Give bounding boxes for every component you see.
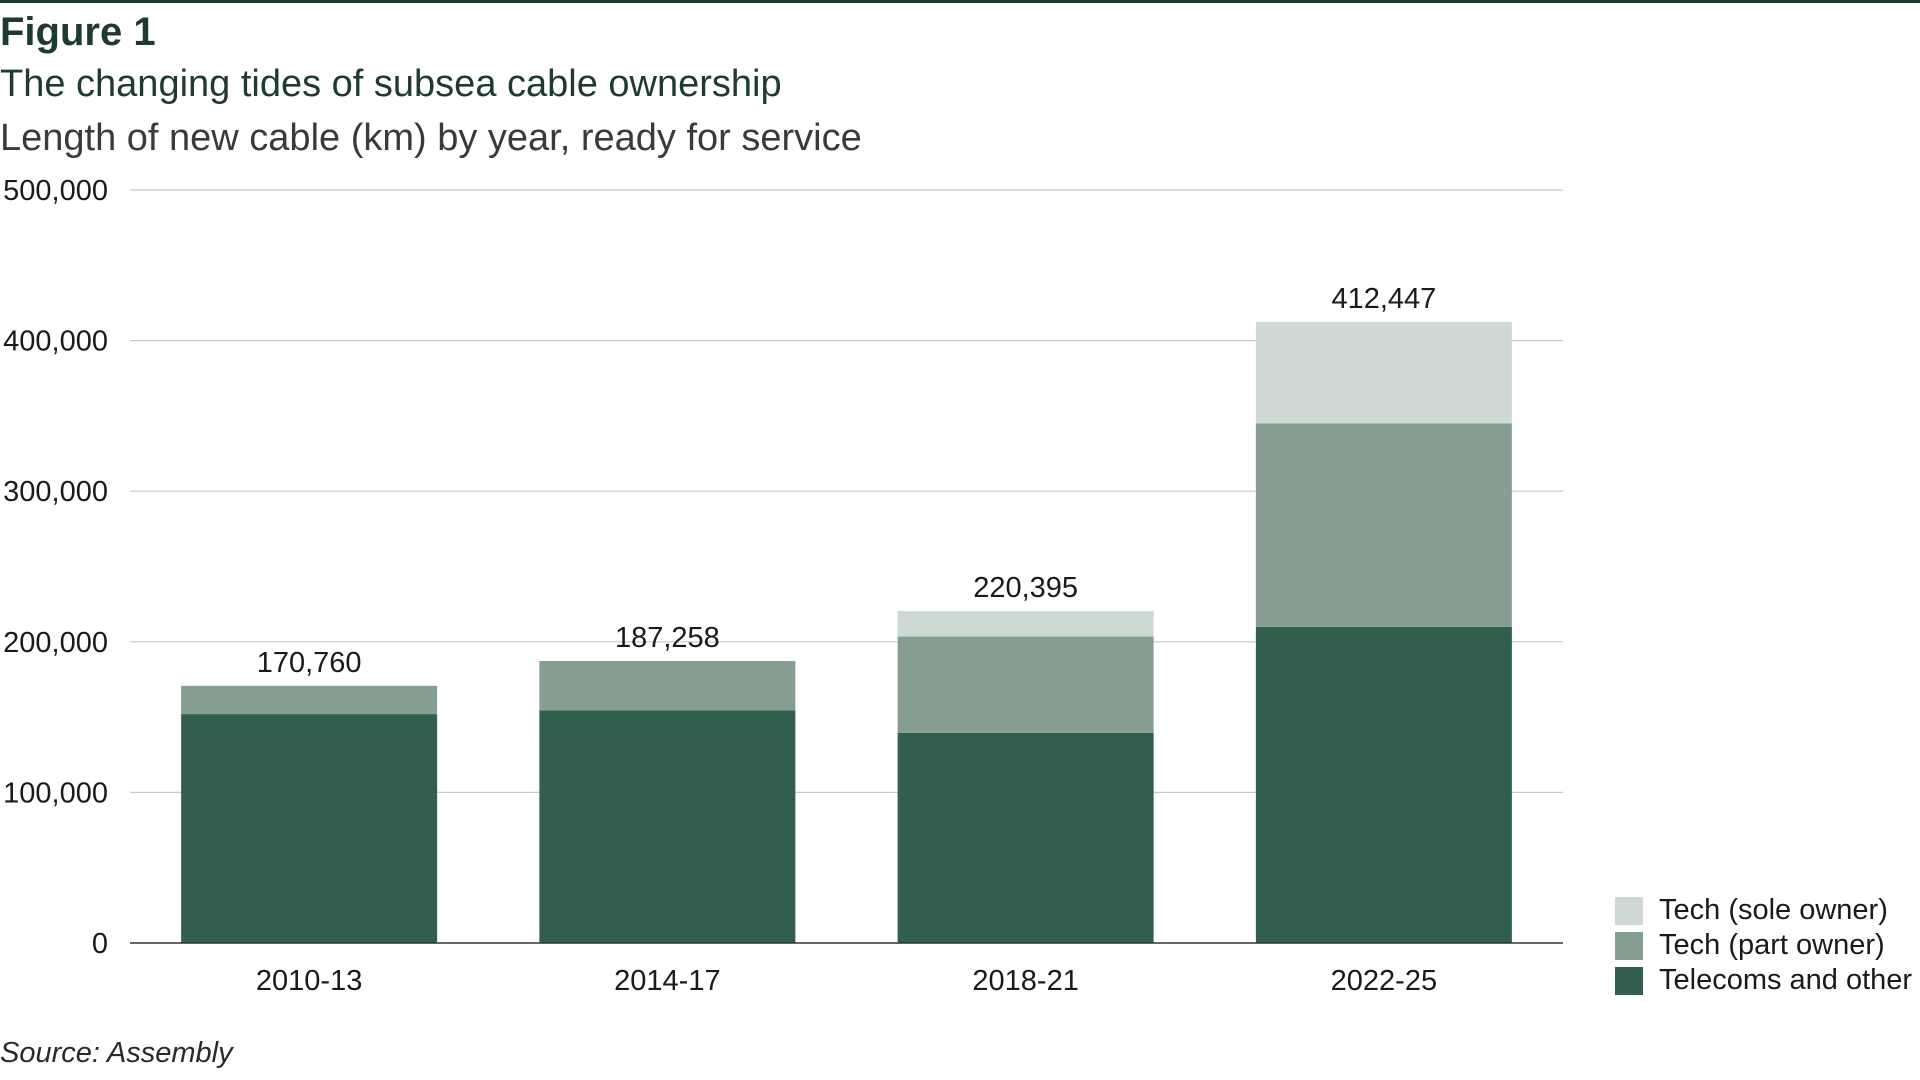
source-note: Source: Assembly <box>0 1037 233 1069</box>
bar-total-label: 220,395 <box>973 572 1078 604</box>
y-tick-label: 300,000 <box>3 476 108 508</box>
bar-total-label: 170,760 <box>257 647 362 679</box>
chart-title: The changing tides of subsea cable owner… <box>0 63 782 105</box>
x-tick-label: 2014-17 <box>614 965 720 997</box>
bar-segment-tech-sole-owner <box>897 611 1154 637</box>
y-tick-label: 100,000 <box>3 777 108 809</box>
legend-item-tech-part-owner: Tech (part owner) <box>1615 928 1912 963</box>
x-tick-label: 2018-21 <box>972 965 1078 997</box>
bar-total-label: 412,447 <box>1331 283 1436 315</box>
bar-segment-telecoms-and-other <box>1255 626 1512 943</box>
x-tick-label: 2022-25 <box>1331 965 1437 997</box>
bar-segment-tech-part-owner <box>181 685 438 715</box>
bar-segment-tech-part-owner <box>897 636 1154 733</box>
y-tick-label: 200,000 <box>3 627 108 659</box>
legend-label: Tech (sole owner) <box>1659 894 1888 926</box>
legend-item-telecoms-and-other: Telecoms and other <box>1615 963 1912 998</box>
legend: Tech (sole owner) Tech (part owner) Tele… <box>1615 893 1912 998</box>
y-tick-label: 400,000 <box>3 326 108 358</box>
x-tick-label: 2010-13 <box>256 965 362 997</box>
bar-total-label: 187,258 <box>615 622 720 654</box>
legend-label: Telecoms and other <box>1659 964 1913 996</box>
legend-swatch-tech-sole-owner <box>1615 896 1643 925</box>
figure-label: Figure 1 <box>0 10 156 54</box>
legend-swatch-tech-part-owner <box>1615 931 1643 960</box>
bar-segment-telecoms-and-other <box>181 714 438 943</box>
bar-segment-tech-part-owner <box>1255 423 1512 627</box>
bar-segment-tech-part-owner <box>539 660 796 711</box>
y-tick-label: 500,000 <box>3 175 108 207</box>
bar-segment-telecoms-and-other <box>539 710 796 943</box>
top-rule <box>0 0 1920 3</box>
legend-item-tech-sole-owner: Tech (sole owner) <box>1615 893 1912 928</box>
chart-subtitle: Length of new cable (km) by year, ready … <box>0 117 862 159</box>
legend-swatch-telecoms-and-other <box>1615 966 1643 995</box>
bar-segment-tech-sole-owner <box>1255 321 1512 424</box>
bar-segment-telecoms-and-other <box>897 732 1154 943</box>
y-tick-label: 0 <box>92 928 108 960</box>
legend-label: Tech (part owner) <box>1659 929 1885 961</box>
